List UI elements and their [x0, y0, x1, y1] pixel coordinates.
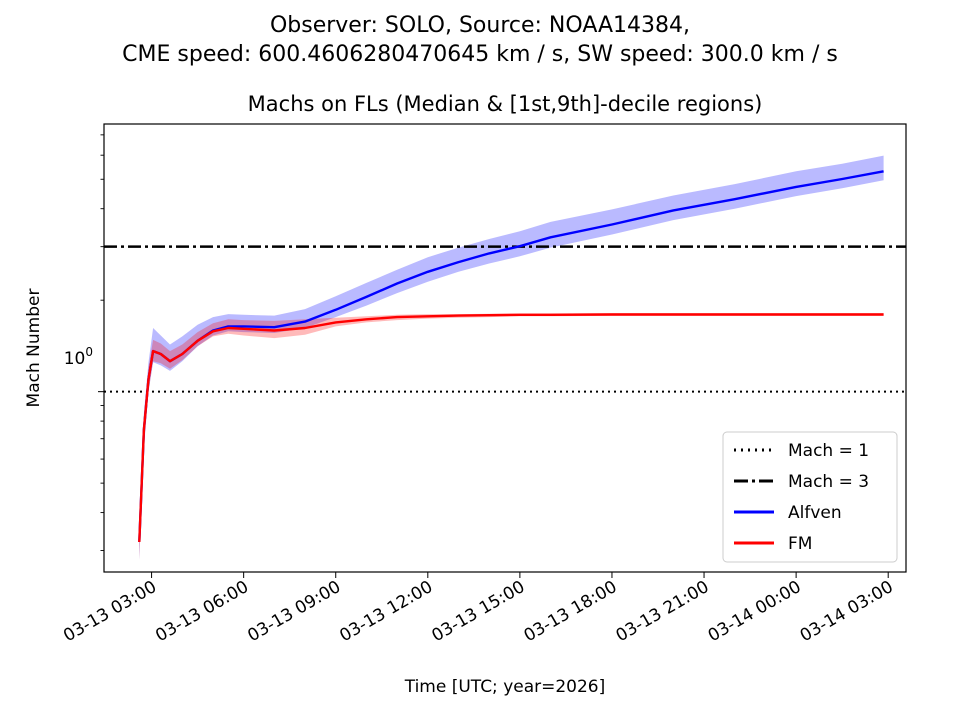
series-line-fm	[138, 313, 884, 543]
x-tick-label: 03-14 03:00	[797, 577, 897, 646]
x-tick-label: 03-13 21:00	[613, 577, 713, 646]
y-axis	[98, 134, 104, 552]
x-tick-label: 03-13 06:00	[152, 577, 252, 646]
y-axis-label: Mach Number	[24, 289, 44, 408]
x-tick-label: 03-13 03:00	[60, 577, 160, 646]
axes-frame	[103, 123, 907, 573]
chart-title: Machs on FLs (Median & [1st,9th]-decile …	[248, 92, 763, 116]
legend: Mach = 1 Mach = 3 Alfven FM	[722, 431, 898, 563]
band-alfven	[139, 155, 884, 560]
chart-suptitle-line-2: CME speed: 600.4606280470645 km / s, SW …	[122, 42, 838, 67]
chart-suptitle-line-1: Observer: SOLO, Source: NOAA14384,	[270, 13, 690, 38]
legend-label-mach1: Mach = 1	[788, 441, 869, 461]
y-tick-label-1: 100	[64, 345, 93, 369]
x-tick-label: 03-13 12:00	[336, 577, 436, 646]
legend-label-fm: FM	[788, 534, 812, 554]
x-tick-label: 03-14 00:00	[705, 577, 805, 646]
x-axis-label: Time [UTC; year=2026]	[404, 677, 606, 697]
plot-area	[104, 155, 906, 560]
x-tick-label: 03-13 09:00	[244, 577, 344, 646]
legend-label-mach3: Mach = 3	[788, 472, 869, 492]
legend-frame	[722, 431, 898, 563]
x-tick-label: 03-13 18:00	[521, 577, 621, 646]
x-tick-label: 03-13 15:00	[428, 577, 528, 646]
legend-label-alfven: Alfven	[788, 503, 842, 523]
